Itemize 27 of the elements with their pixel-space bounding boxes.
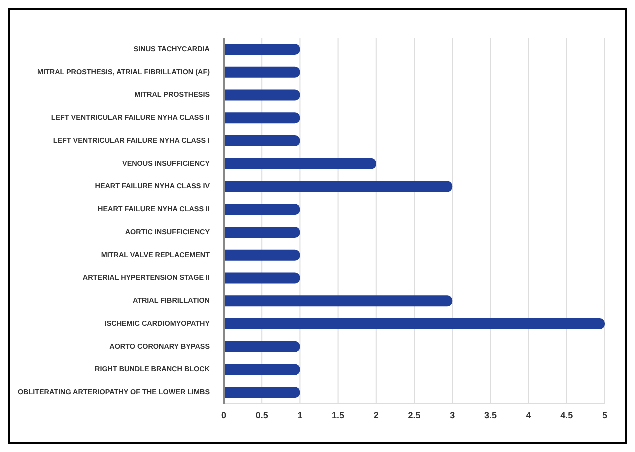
- bar: [224, 44, 300, 55]
- x-tick-label: 1: [298, 410, 303, 420]
- x-tick-label: 2: [374, 410, 379, 420]
- bar: [224, 364, 300, 376]
- bar: [224, 341, 300, 352]
- bar: [224, 204, 300, 216]
- bar: [224, 90, 300, 101]
- x-tick-label: 0.5: [256, 410, 268, 420]
- x-tick-label: 1.5: [332, 410, 345, 420]
- x-tick-label: 0: [221, 410, 227, 420]
- bar: [224, 250, 300, 261]
- bar: [224, 136, 300, 146]
- bar: [224, 181, 453, 192]
- bar: [224, 296, 453, 307]
- bar: [224, 227, 300, 238]
- x-tick-label: 3: [450, 410, 456, 420]
- bar: [224, 272, 300, 284]
- bar: [224, 158, 376, 170]
- bar: [224, 387, 300, 398]
- x-tick-label: 2.5: [408, 410, 421, 420]
- x-tick-label: 3.5: [484, 410, 497, 420]
- x-tick-label: 4: [526, 410, 532, 420]
- bar: [224, 66, 300, 78]
- x-tick-label: 5: [602, 410, 608, 420]
- x-tick-label: 4.5: [560, 410, 574, 420]
- bar: [224, 318, 605, 330]
- bar: [224, 112, 300, 124]
